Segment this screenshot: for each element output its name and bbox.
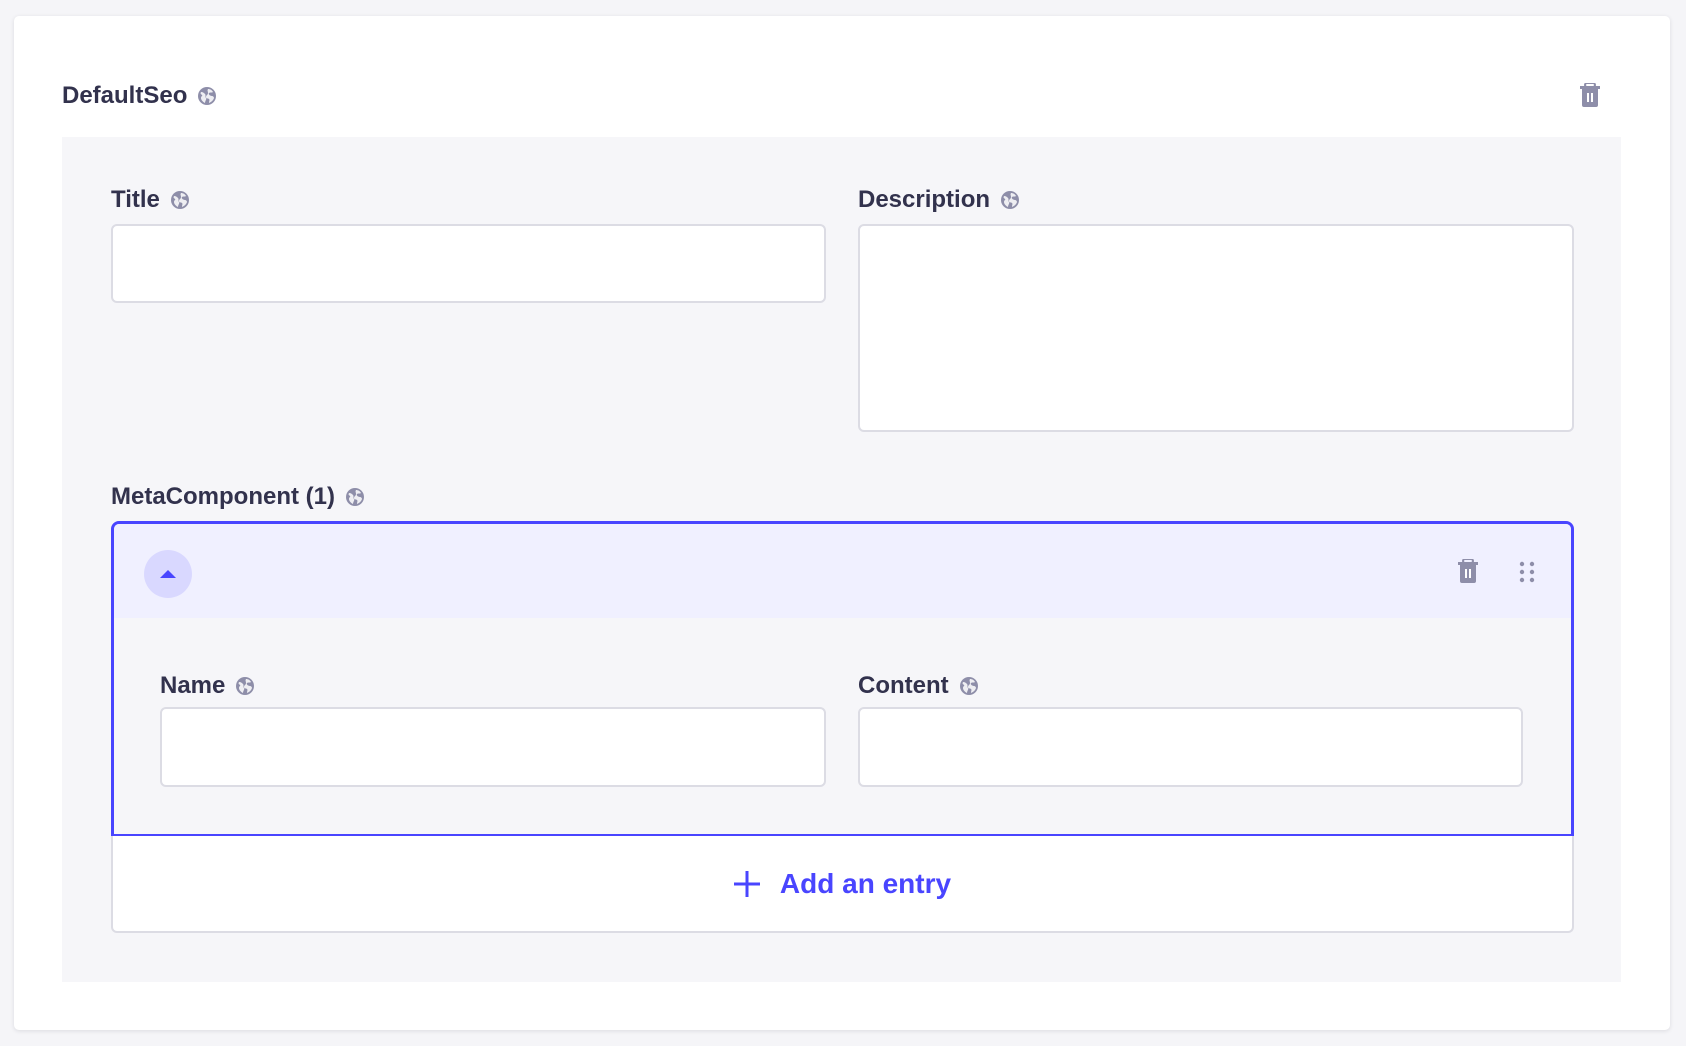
globe-icon (197, 86, 217, 106)
delete-entry-trash-icon[interactable] (1458, 559, 1478, 583)
entry-header (114, 524, 1571, 618)
name-label-text: Name (160, 672, 226, 699)
globe-icon (959, 676, 979, 696)
description-label: Description (858, 186, 1020, 214)
component-title: DefaultSeo (62, 82, 188, 109)
metacomponent-label: MetaComponent (1) (111, 483, 365, 511)
title-label-text: Title (111, 186, 160, 213)
content-label: Content (858, 672, 979, 700)
content-input[interactable] (858, 707, 1523, 787)
add-entry-label: Add an entry (779, 867, 952, 899)
description-label-text: Description (858, 186, 991, 213)
description-textarea[interactable] (858, 224, 1574, 432)
globe-icon (345, 487, 365, 507)
metacomponent-label-text: MetaComponent (1) (111, 483, 335, 510)
globe-icon (1000, 190, 1020, 210)
globe-icon (170, 190, 190, 210)
collapse-toggle-button[interactable] (144, 550, 192, 598)
globe-icon (235, 676, 255, 696)
component-header: DefaultSeo (62, 82, 217, 110)
chevron-up-icon (160, 570, 176, 578)
name-label: Name (160, 672, 255, 700)
content-label-text: Content (858, 672, 949, 699)
title-label: Title (111, 186, 190, 214)
meta-entry: Name Content (111, 521, 1574, 837)
title-input[interactable] (111, 224, 826, 303)
delete-component-trash-icon[interactable] (1580, 83, 1600, 107)
name-input[interactable] (160, 707, 826, 787)
drag-handle-icon[interactable] (1519, 561, 1535, 583)
add-entry-button[interactable]: Add an entry (111, 836, 1574, 933)
plus-icon (733, 870, 760, 897)
